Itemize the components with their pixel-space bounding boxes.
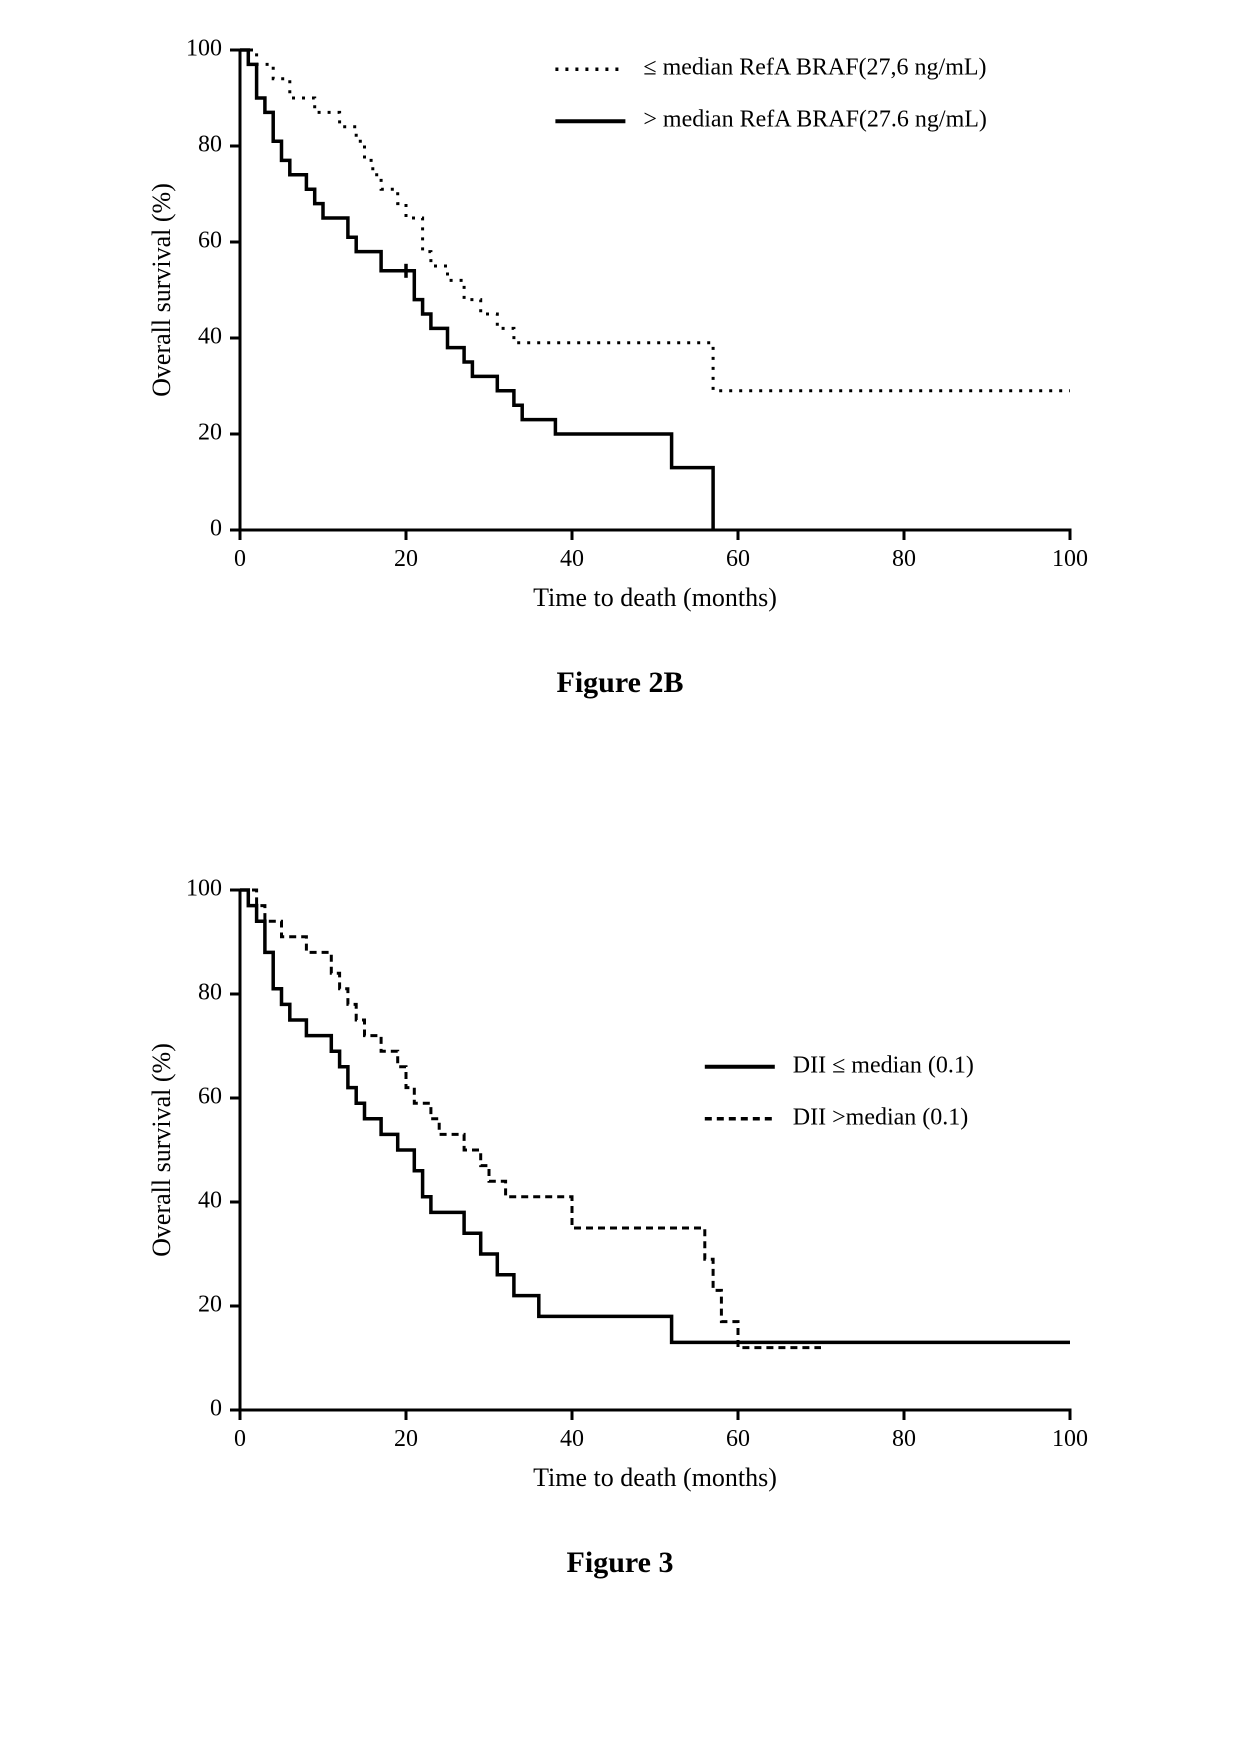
ytick-label: 100 [186,36,222,62]
legend-label-dii_le: DII ≤ median (0.1) [793,1052,974,1078]
legend-label-dii_gt: DII >median (0.1) [793,1104,968,1130]
ytick-label: 100 [186,876,222,902]
xtick-label: 80 [892,546,916,572]
ytick-label: 0 [210,516,222,542]
xtick-label: 60 [726,546,750,572]
ytick-label: 40 [198,324,222,350]
xtick-label: 100 [1052,1426,1088,1452]
figure-3-block: 0 20 40 60 80 100 0 20 40 60 80 100 Time to death (m… [0,870,1240,1580]
ytick-label: 80 [198,132,222,158]
xtick-label: 60 [726,1426,750,1452]
figure-2b-block: 0 20 40 60 80 100 0 20 40 60 80 100 Time to death (m… [0,30,1240,700]
y-axis-label: Overall survival (%) [147,1043,176,1257]
xtick-label: 100 [1052,546,1088,572]
xtick-label: 40 [560,1426,584,1452]
ytick-label: 0 [210,1396,222,1422]
xtick-label: 80 [892,1426,916,1452]
legend-label-gt_median: > median RefA BRAF(27.6 ng/mL) [643,107,987,133]
series-le_median [240,50,1070,391]
figure-3-caption: Figure 3 [0,1546,1240,1580]
survival-chart-2b: 0 20 40 60 80 100 0 20 40 60 80 100 Time to death (m… [90,30,1150,630]
ytick-label: 80 [198,980,222,1006]
xtick-label: 0 [234,546,246,572]
xtick-label: 20 [394,546,418,572]
ytick-label: 60 [198,1084,222,1110]
ytick-label: 20 [198,420,222,446]
x-axis-label: Time to death (months) [533,583,777,612]
y-axis-label: Overall survival (%) [147,183,176,397]
legend-label-le_median: ≤ median RefA BRAF(27,6 ng/mL) [643,55,986,81]
figure-2b-caption: Figure 2B [0,666,1240,700]
ytick-label: 40 [198,1188,222,1214]
ytick-label: 60 [198,228,222,254]
xtick-label: 0 [234,1426,246,1452]
page: 0 20 40 60 80 100 0 20 40 60 80 100 Time to death (m… [0,0,1240,1740]
xtick-label: 20 [394,1426,418,1452]
x-axis-label: Time to death (months) [533,1463,777,1492]
ytick-label: 20 [198,1292,222,1318]
xtick-label: 40 [560,546,584,572]
survival-chart-3: 0 20 40 60 80 100 0 20 40 60 80 100 Time to death (m… [90,870,1150,1510]
series-gt_median [240,50,713,530]
axes [240,890,1070,1410]
